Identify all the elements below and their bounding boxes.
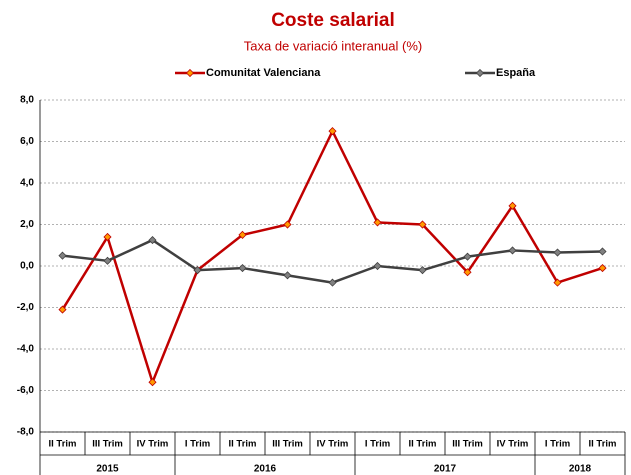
legend-marker	[475, 68, 485, 78]
y-tick-label: 6,0	[20, 136, 34, 147]
marker	[58, 251, 67, 260]
series-line	[62, 238, 603, 284]
y-tick-label: 0,0	[20, 261, 34, 272]
marker	[193, 266, 202, 275]
marker	[508, 201, 517, 210]
legend-label: España	[496, 67, 536, 79]
marker	[463, 252, 472, 261]
x-tick-label: IV Trim	[317, 439, 349, 450]
marker	[553, 278, 562, 287]
x-tick-label: I Trim	[185, 439, 210, 450]
x-tick-label: IV Trim	[497, 439, 529, 450]
year-label: 2015	[96, 464, 119, 475]
marker	[418, 220, 427, 229]
y-tick-label: 2,0	[20, 219, 34, 230]
marker	[283, 271, 292, 280]
marker	[373, 261, 382, 271]
marker	[373, 218, 382, 227]
chart-title: Coste salarial	[271, 10, 395, 31]
marker	[418, 266, 427, 275]
y-tick-label: 4,0	[20, 178, 34, 189]
marker	[238, 264, 247, 273]
year-label: 2016	[254, 464, 277, 475]
marker	[148, 235, 157, 245]
marker	[103, 256, 112, 265]
marker	[148, 378, 157, 387]
marker	[508, 246, 517, 255]
x-tick-label: IV Trim	[137, 439, 169, 450]
y-tick-label: -2,0	[17, 302, 35, 313]
y-tick-label: -4,0	[17, 344, 35, 355]
x-tick-label: III Trim	[92, 439, 123, 450]
marker	[283, 220, 292, 229]
x-tick-label: I Trim	[365, 439, 390, 450]
marker	[58, 305, 67, 314]
marker	[328, 127, 337, 136]
legend-label: Comunitat Valenciana	[206, 67, 321, 79]
marker	[463, 268, 472, 277]
legend-marker	[185, 68, 195, 78]
marker	[598, 264, 607, 273]
y-tick-label: 8,0	[20, 95, 34, 106]
year-label: 2018	[569, 464, 592, 475]
chart-subtitle: Taxa de variació interanual (%)	[244, 38, 422, 53]
x-tick-label: II Trim	[49, 439, 77, 450]
x-tick-label: III Trim	[452, 439, 483, 450]
x-tick-label: II Trim	[589, 439, 617, 450]
x-tick-label: II Trim	[409, 439, 437, 450]
marker	[598, 247, 607, 256]
year-label: 2017	[434, 464, 457, 475]
marker	[328, 278, 337, 287]
marker	[553, 248, 562, 257]
y-tick-label: -8,0	[17, 427, 35, 438]
x-tick-label: I Trim	[545, 439, 570, 450]
marker	[103, 232, 112, 242]
series-line	[61, 129, 603, 384]
y-tick-label: -6,0	[17, 385, 35, 396]
x-tick-label: II Trim	[229, 439, 257, 450]
x-tick-label: III Trim	[272, 439, 303, 450]
marker	[238, 230, 247, 239]
